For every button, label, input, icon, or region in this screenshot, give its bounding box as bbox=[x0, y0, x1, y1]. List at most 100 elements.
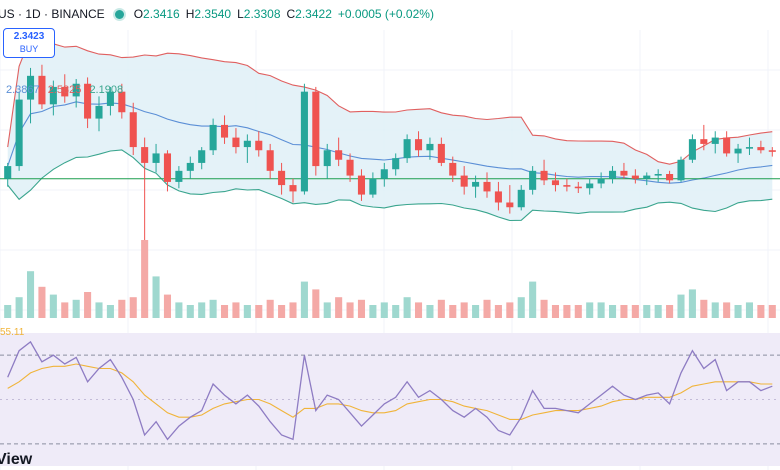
candle-body bbox=[266, 150, 274, 171]
bollinger-upper-line bbox=[7, 36, 773, 165]
live-status-icon bbox=[114, 9, 124, 19]
ohlc-l-value: 2.3308 bbox=[243, 7, 281, 21]
bollinger-legend: 2.3867 2.5825 2.1908 bbox=[6, 84, 128, 96]
volume-bar bbox=[494, 305, 502, 318]
volume-bar bbox=[506, 302, 514, 318]
volume-bar bbox=[186, 305, 194, 318]
candle-body bbox=[597, 178, 605, 184]
candle-body bbox=[768, 150, 776, 152]
volume-bar bbox=[745, 302, 754, 318]
ohlc-o-key: O bbox=[133, 7, 144, 21]
volume-bar bbox=[38, 286, 46, 318]
volume-bar bbox=[643, 305, 651, 318]
ohlc-h-key: H bbox=[185, 7, 195, 21]
candle-body bbox=[129, 112, 137, 148]
bollinger-middle-line bbox=[7, 101, 773, 184]
rsi-legend: 55.11 bbox=[0, 327, 24, 338]
volume-bar bbox=[369, 305, 377, 318]
volume-bar bbox=[483, 299, 491, 318]
candle-body bbox=[563, 185, 571, 187]
candle-body bbox=[734, 148, 742, 154]
candle-body bbox=[49, 86, 57, 105]
candle-body bbox=[141, 147, 149, 163]
volume-bar bbox=[175, 302, 183, 318]
candle-body bbox=[61, 86, 69, 97]
candle-body bbox=[163, 153, 172, 182]
candle-body bbox=[403, 139, 411, 159]
volume-bar bbox=[711, 302, 719, 318]
volume-bar bbox=[84, 292, 92, 318]
bollinger-lower-line bbox=[7, 149, 773, 222]
volume-bar bbox=[460, 302, 468, 318]
rsi-line bbox=[7, 340, 773, 441]
volume-bar bbox=[289, 302, 297, 318]
header-bar: US · 1D · BINANCE O 2.3416 H 2.3540 L 2.330… bbox=[0, 6, 440, 22]
volume-bar bbox=[392, 305, 400, 318]
volume-bar bbox=[141, 240, 149, 318]
volume-bar bbox=[517, 297, 525, 318]
volume-bar bbox=[61, 302, 69, 318]
candle-body bbox=[757, 147, 765, 151]
volume-bar bbox=[586, 302, 594, 318]
candle-body bbox=[357, 175, 366, 195]
ohlc-change-value: +0.0005 (+0.02%) bbox=[337, 7, 434, 21]
candle-body bbox=[152, 153, 160, 163]
volume-bar bbox=[551, 305, 560, 318]
volume-bar bbox=[209, 299, 217, 318]
volume-bar bbox=[597, 302, 605, 318]
candle-body bbox=[232, 137, 240, 148]
volume-bar bbox=[118, 299, 126, 318]
volume-bar bbox=[26, 271, 35, 318]
volume-bar bbox=[357, 299, 366, 318]
candle-body bbox=[700, 139, 708, 144]
volume-bar bbox=[198, 302, 206, 318]
buy-price: 2.3423 bbox=[13, 31, 45, 42]
buy-button[interactable]: 2.3423 BUY bbox=[3, 28, 55, 58]
candle-body bbox=[186, 162, 194, 171]
volume-bar bbox=[472, 305, 480, 318]
volume-bar bbox=[232, 302, 240, 318]
brand-watermark: View bbox=[0, 451, 33, 468]
volume-bar bbox=[449, 305, 457, 318]
candle-body bbox=[312, 91, 320, 167]
volume-bar bbox=[95, 302, 103, 318]
volume-bar bbox=[380, 302, 388, 318]
volume-bar bbox=[654, 305, 662, 318]
volume-bar bbox=[414, 302, 423, 318]
candle-body bbox=[38, 75, 46, 105]
candle-body bbox=[472, 181, 480, 187]
symbol-label[interactable]: US · 1D · BINANCE bbox=[0, 7, 105, 21]
candle-body bbox=[688, 139, 696, 160]
candle-body bbox=[15, 99, 23, 167]
candle-body bbox=[323, 150, 331, 167]
candle-body bbox=[460, 175, 468, 187]
candle-body bbox=[95, 105, 103, 119]
candle-body bbox=[380, 169, 388, 179]
volume-bar bbox=[631, 305, 639, 318]
volume-bar bbox=[757, 305, 765, 318]
volume-bar bbox=[106, 305, 114, 318]
volume-bar bbox=[426, 305, 434, 318]
candle-body bbox=[414, 139, 423, 151]
ohlc-l-key: L bbox=[237, 7, 244, 21]
candle-body bbox=[220, 124, 229, 138]
ohlc-c-key: C bbox=[286, 7, 296, 21]
candle-body bbox=[289, 185, 297, 192]
candle-body bbox=[449, 162, 457, 176]
volume-bar bbox=[574, 305, 582, 318]
ohlc-c-value: 2.3422 bbox=[295, 7, 332, 21]
candle-body bbox=[255, 140, 263, 151]
candle-body bbox=[506, 202, 514, 208]
volume-bar bbox=[300, 281, 308, 318]
volume-bar bbox=[608, 305, 617, 318]
volume-bar bbox=[49, 294, 57, 318]
volume-bar bbox=[278, 305, 286, 318]
volume-bar bbox=[563, 305, 571, 318]
candle-body bbox=[72, 83, 80, 97]
candle-body bbox=[586, 183, 594, 189]
volume-bar bbox=[666, 305, 674, 318]
volume-bar bbox=[437, 299, 445, 318]
rsi-value: 55.11 bbox=[0, 327, 25, 338]
